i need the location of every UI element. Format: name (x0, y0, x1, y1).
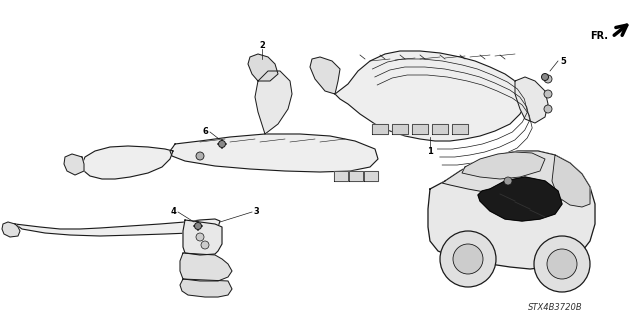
Polygon shape (392, 124, 408, 134)
Polygon shape (180, 279, 232, 297)
Text: 4: 4 (170, 207, 176, 217)
Polygon shape (364, 171, 378, 181)
Polygon shape (15, 219, 220, 236)
Text: 5: 5 (560, 56, 566, 65)
Circle shape (544, 105, 552, 113)
Circle shape (504, 177, 512, 185)
Text: 1: 1 (427, 146, 433, 155)
Polygon shape (372, 124, 388, 134)
Circle shape (195, 222, 202, 229)
Polygon shape (552, 155, 590, 207)
Polygon shape (64, 154, 84, 175)
Polygon shape (412, 124, 428, 134)
Polygon shape (334, 171, 348, 181)
Text: 3: 3 (253, 207, 259, 217)
Circle shape (218, 140, 225, 147)
Text: 2: 2 (259, 41, 265, 50)
Polygon shape (180, 253, 232, 281)
Circle shape (544, 90, 552, 98)
Polygon shape (442, 151, 590, 201)
Text: 6: 6 (202, 128, 208, 137)
Circle shape (544, 75, 552, 83)
Polygon shape (462, 152, 545, 179)
Circle shape (196, 152, 204, 160)
Circle shape (534, 236, 590, 292)
Polygon shape (349, 171, 363, 181)
Polygon shape (428, 151, 595, 269)
Polygon shape (170, 134, 378, 172)
Polygon shape (2, 222, 20, 237)
Circle shape (541, 73, 548, 80)
Circle shape (440, 231, 496, 287)
Circle shape (547, 249, 577, 279)
Polygon shape (310, 57, 340, 94)
Text: STX4B3720B: STX4B3720B (528, 302, 582, 311)
Polygon shape (515, 77, 548, 123)
Circle shape (453, 244, 483, 274)
Circle shape (201, 241, 209, 249)
Polygon shape (452, 124, 468, 134)
Polygon shape (183, 220, 222, 255)
Polygon shape (248, 54, 278, 81)
Polygon shape (82, 146, 173, 179)
Polygon shape (432, 124, 448, 134)
Polygon shape (335, 51, 525, 141)
Polygon shape (478, 177, 562, 221)
Text: FR.: FR. (590, 31, 608, 41)
Polygon shape (255, 71, 292, 134)
Circle shape (196, 233, 204, 241)
